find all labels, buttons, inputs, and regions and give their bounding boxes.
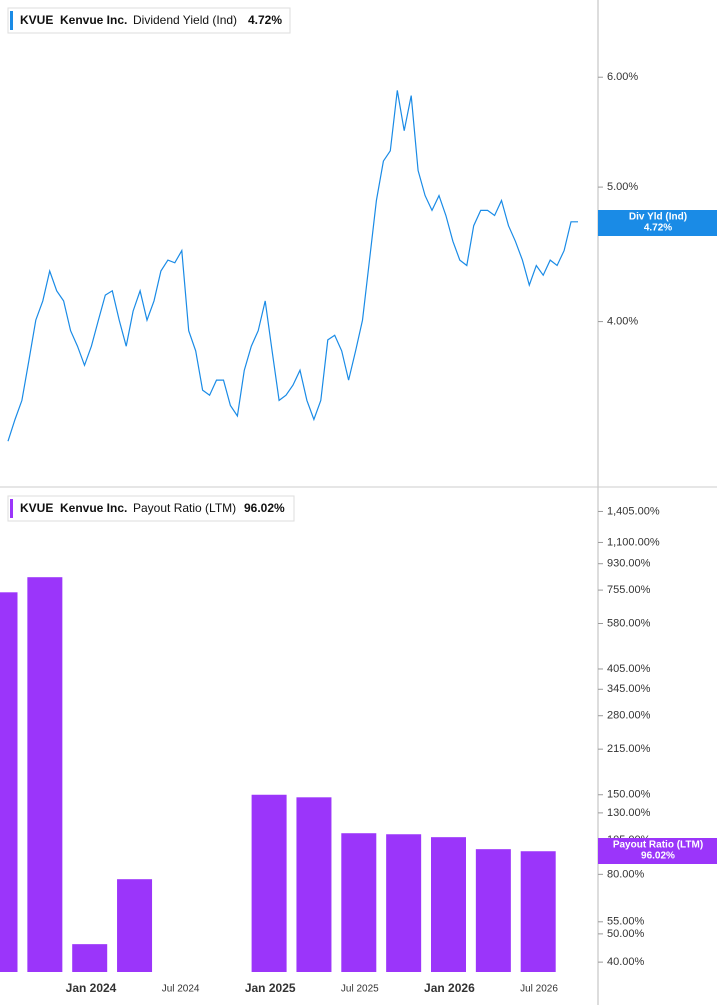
legend-box [7, 7, 291, 34]
badge-label: Payout Ratio (LTM) [613, 840, 703, 851]
badge-label: Div Yld (Ind) [629, 212, 687, 223]
y-tick-label: 5.00% [607, 181, 638, 193]
legend-swatch [10, 499, 13, 518]
y-tick-label: 1,405.00% [607, 505, 660, 517]
x-tick-label: Jul 2025 [341, 984, 379, 995]
y-tick-label: 55.00% [607, 916, 645, 928]
x-tick-label: Jan 2026 [424, 981, 475, 995]
ticker: KVUE [20, 501, 53, 515]
y-tick-label: 80.00% [607, 868, 645, 880]
y-tick-label: 150.00% [607, 789, 651, 801]
company: Kenvue Inc. [60, 501, 127, 515]
bar [520, 851, 556, 972]
x-tick-label: Jan 2025 [245, 981, 296, 995]
x-tick-label: Jul 2024 [162, 984, 200, 995]
y-tick-label: 40.00% [607, 956, 645, 968]
y-tick-label: 4.00% [607, 315, 638, 327]
chart-title: Payout Ratio (LTM) [133, 501, 236, 515]
ticker: KVUE [20, 13, 53, 27]
legend-box [7, 495, 295, 522]
bar [431, 837, 466, 972]
y-tick-label: 215.00% [607, 743, 651, 755]
bar [27, 577, 63, 972]
x-tick-label: Jan 2024 [66, 981, 117, 995]
legend-swatch [10, 11, 13, 30]
overlay: Div Yld (Ind)4.72% Payout Ratio (LTM)96.0… [598, 210, 717, 864]
y-tick-label: 280.00% [607, 710, 651, 722]
y-tick-label: 50.00% [607, 928, 645, 940]
badge-value: 96.02% [641, 851, 675, 862]
value-badge [598, 838, 717, 864]
y-tick-label: 580.00% [607, 617, 651, 629]
bar [296, 797, 332, 972]
y-tick-label: 130.00% [607, 807, 651, 819]
badge-value: 4.72% [644, 223, 672, 234]
y-tick-label: 930.00% [607, 558, 651, 570]
bar [341, 833, 377, 972]
line [7, 90, 578, 442]
y-tick-label: 755.00% [607, 584, 651, 596]
y-tick-label: 6.00% [607, 71, 638, 83]
y-tick-label: 1,100.00% [607, 536, 660, 548]
bar [0, 592, 18, 972]
bar [251, 794, 287, 972]
bar [386, 834, 422, 972]
bar [117, 879, 153, 972]
chart-title: Dividend Yield (Ind) [133, 13, 237, 27]
value-badge [598, 210, 717, 236]
company: Kenvue Inc. [60, 13, 127, 27]
y-tick-label: 405.00% [607, 663, 651, 675]
bar [475, 849, 511, 972]
bar [72, 944, 108, 972]
last-value: 96.02% [244, 501, 285, 515]
last-value: 4.72% [248, 13, 282, 27]
plots: 4.00% 5.00% 6.00% 40.00% 50.00%55.00% 80.00% 1… [0, 71, 660, 995]
x-tick-label: Jul 2026 [520, 984, 558, 995]
y-tick-label: 345.00% [607, 683, 651, 695]
